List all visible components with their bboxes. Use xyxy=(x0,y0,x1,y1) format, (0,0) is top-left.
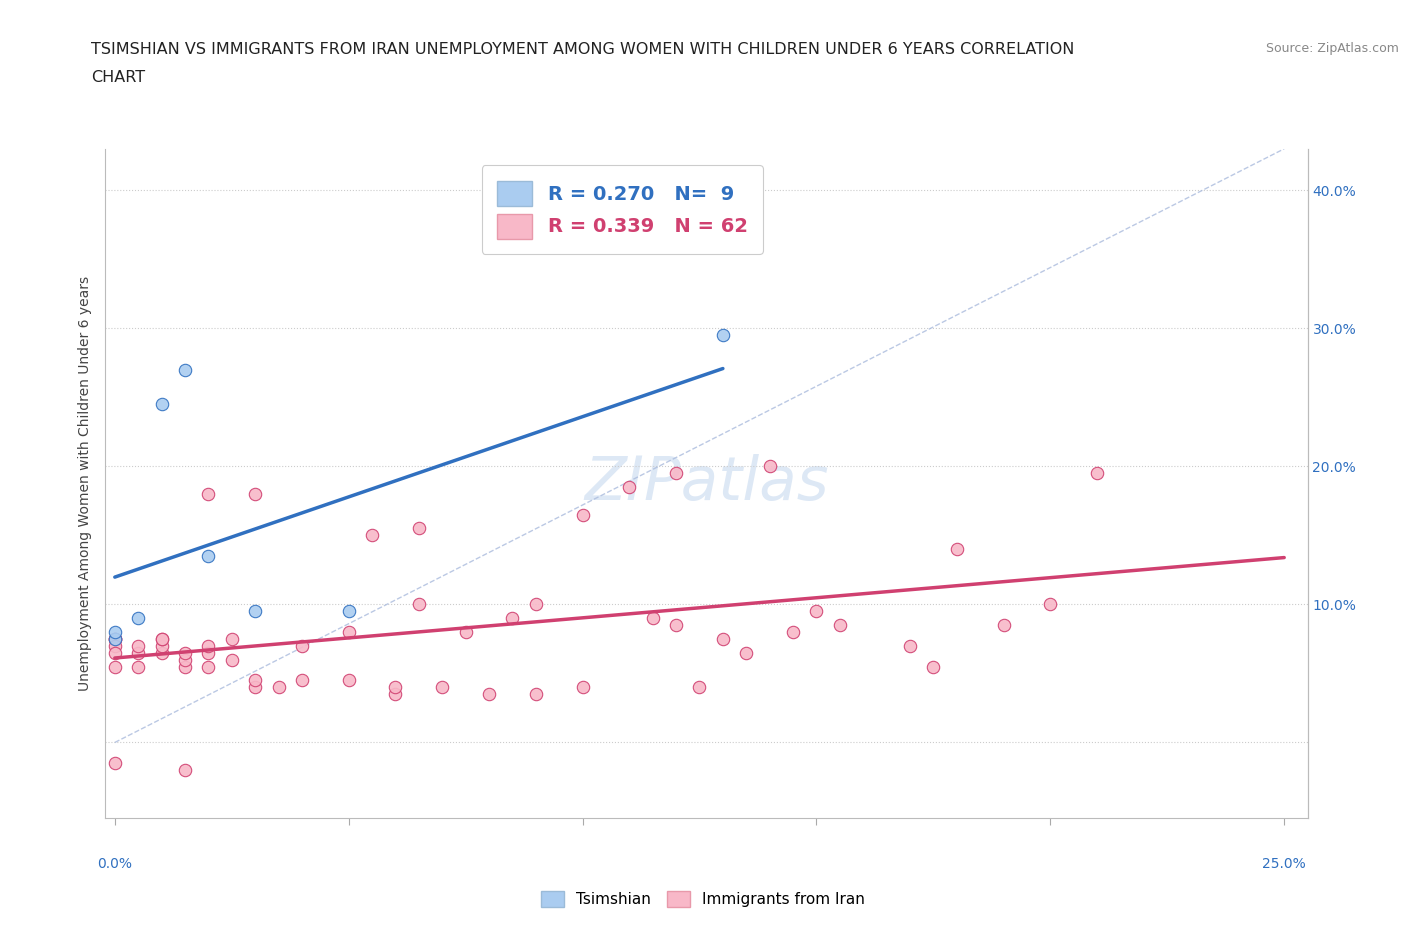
Point xyxy=(104,659,127,674)
Point xyxy=(174,659,197,674)
Point xyxy=(104,631,127,646)
Point xyxy=(150,631,173,646)
Text: TSIMSHIAN VS IMMIGRANTS FROM IRAN UNEMPLOYMENT AMONG WOMEN WITH CHILDREN UNDER 6: TSIMSHIAN VS IMMIGRANTS FROM IRAN UNEMPL… xyxy=(91,42,1074,57)
Point xyxy=(197,638,219,653)
Point xyxy=(432,680,454,695)
Point xyxy=(197,486,219,501)
Point xyxy=(384,680,406,695)
Point xyxy=(197,549,219,564)
Point xyxy=(104,756,127,771)
Point xyxy=(945,542,967,557)
Point xyxy=(922,659,945,674)
Point xyxy=(104,631,127,646)
Point xyxy=(408,597,430,612)
Point xyxy=(127,659,149,674)
Point xyxy=(104,638,127,653)
Point xyxy=(243,680,266,695)
Point xyxy=(993,618,1015,632)
Point xyxy=(641,611,664,626)
Legend: R = 0.270   N=  9, R = 0.339   N = 62: R = 0.270 N= 9, R = 0.339 N = 62 xyxy=(481,166,763,254)
Legend: Tsimshian, Immigrants from Iran: Tsimshian, Immigrants from Iran xyxy=(536,884,870,913)
Point xyxy=(337,604,360,618)
Point xyxy=(150,638,173,653)
Text: CHART: CHART xyxy=(91,70,145,85)
Point xyxy=(337,625,360,640)
Point xyxy=(501,611,523,626)
Point xyxy=(197,645,219,660)
Point xyxy=(571,680,593,695)
Point xyxy=(361,528,384,543)
Point xyxy=(197,659,219,674)
Text: Source: ZipAtlas.com: Source: ZipAtlas.com xyxy=(1265,42,1399,55)
Point xyxy=(104,645,127,660)
Point xyxy=(711,327,734,342)
Point xyxy=(782,625,804,640)
Point xyxy=(689,680,711,695)
Point xyxy=(665,618,688,632)
Point xyxy=(267,680,290,695)
Point xyxy=(665,466,688,481)
Point xyxy=(174,652,197,667)
Point xyxy=(174,763,197,777)
Point xyxy=(828,618,851,632)
Point xyxy=(150,631,173,646)
Point xyxy=(524,686,547,701)
Point xyxy=(571,507,593,522)
Point xyxy=(898,638,921,653)
Point xyxy=(291,638,314,653)
Point xyxy=(104,631,127,646)
Point xyxy=(454,625,477,640)
Text: 0.0%: 0.0% xyxy=(97,857,132,871)
Point xyxy=(735,645,758,660)
Point xyxy=(408,521,430,536)
Point xyxy=(524,597,547,612)
Text: ZIPatlas: ZIPatlas xyxy=(585,454,828,513)
Point xyxy=(174,645,197,660)
Point xyxy=(221,631,243,646)
Point xyxy=(104,631,127,646)
Point xyxy=(478,686,501,701)
Point xyxy=(1085,466,1108,481)
Point xyxy=(127,645,149,660)
Point xyxy=(150,397,173,412)
Point xyxy=(243,673,266,688)
Point xyxy=(758,458,780,473)
Point xyxy=(806,604,828,618)
Point xyxy=(337,673,360,688)
Y-axis label: Unemployment Among Women with Children Under 6 years: Unemployment Among Women with Children U… xyxy=(79,276,93,691)
Point xyxy=(127,611,149,626)
Point xyxy=(291,673,314,688)
Point xyxy=(243,604,266,618)
Point xyxy=(127,638,149,653)
Point xyxy=(150,645,173,660)
Point xyxy=(243,486,266,501)
Point xyxy=(711,631,734,646)
Point xyxy=(104,625,127,640)
Point xyxy=(174,363,197,378)
Point xyxy=(384,686,406,701)
Point xyxy=(619,480,641,495)
Text: 25.0%: 25.0% xyxy=(1263,857,1306,871)
Point xyxy=(1039,597,1062,612)
Point xyxy=(221,652,243,667)
